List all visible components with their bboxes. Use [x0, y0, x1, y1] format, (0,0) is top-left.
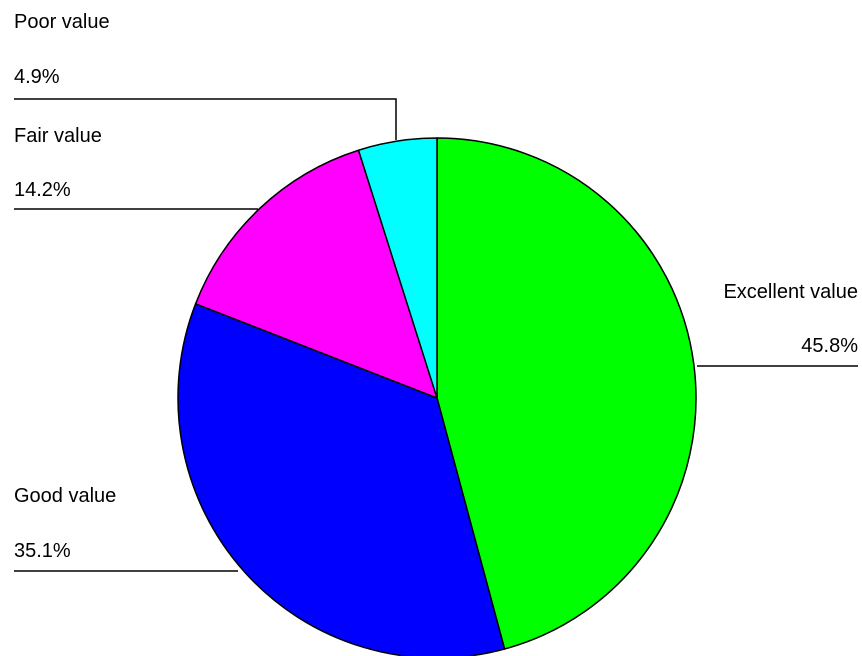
pie-slice-fair-value — [194, 149, 438, 399]
leader-line-poor-value — [14, 98, 397, 140]
pie-slice-good-value — [177, 303, 506, 656]
pie-slice-poor-value — [357, 137, 438, 399]
pie-slices — [177, 137, 697, 656]
slice-value-poor-value: 4.9% — [14, 66, 60, 88]
pie-slice-excellent-value — [436, 137, 697, 650]
slice-label-fair-value: Fair value — [14, 125, 102, 147]
slice-value-good-value: 35.1% — [14, 540, 71, 562]
leader-lines — [14, 98, 858, 572]
slice-label-poor-value: Poor value — [14, 11, 110, 33]
slice-value-fair-value: 14.2% — [14, 179, 71, 201]
slice-labels: Excellent value 45.8% Good value 35.1% Fair … — [14, 11, 858, 562]
slice-label-excellent-value: Excellent value — [723, 281, 858, 303]
slice-label-good-value: Good value — [14, 485, 116, 507]
slice-value-excellent-value: 45.8% — [801, 335, 858, 357]
